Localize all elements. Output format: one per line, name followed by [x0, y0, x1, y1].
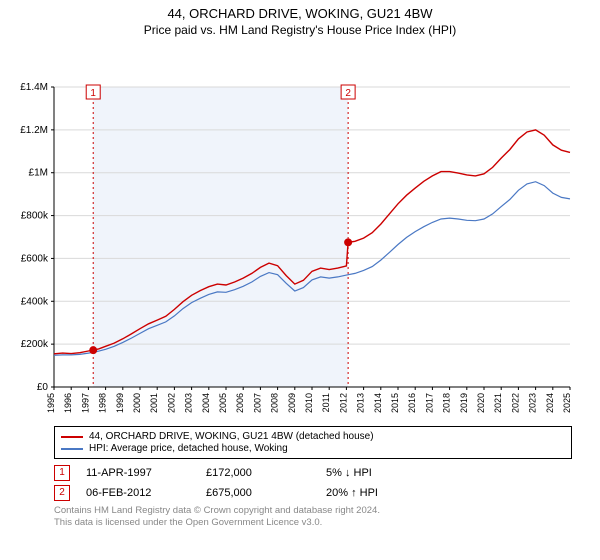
svg-text:2005: 2005: [218, 393, 228, 413]
svg-text:2019: 2019: [459, 393, 469, 413]
svg-text:2: 2: [345, 88, 351, 99]
svg-text:2001: 2001: [149, 393, 159, 413]
svg-text:£200k: £200k: [21, 339, 49, 350]
svg-text:1996: 1996: [63, 393, 73, 413]
svg-text:2012: 2012: [338, 393, 348, 413]
svg-text:2000: 2000: [132, 393, 142, 413]
svg-text:2015: 2015: [390, 393, 400, 413]
chart-svg: £0 £200k £400k £600k £800k £1M £1.2M £1.4M 1995 1…: [0, 37, 600, 422]
legend-item: HPI: Average price, detached house, Woki…: [61, 443, 565, 454]
title-main: 44, ORCHARD DRIVE, WOKING, GU21 4BW: [0, 6, 600, 21]
svg-text:£600k: £600k: [21, 253, 49, 264]
svg-text:1: 1: [90, 88, 96, 99]
svg-text:£1.2M: £1.2M: [20, 125, 48, 136]
svg-text:2016: 2016: [407, 393, 417, 413]
svg-text:2020: 2020: [476, 393, 486, 413]
event-badge: 2: [54, 485, 70, 501]
svg-text:2006: 2006: [235, 393, 245, 413]
titles: 44, ORCHARD DRIVE, WOKING, GU21 4BW Pric…: [0, 0, 600, 37]
svg-text:£1.4M: £1.4M: [20, 82, 48, 93]
svg-text:£400k: £400k: [21, 296, 49, 307]
svg-text:2011: 2011: [321, 393, 331, 412]
legend-swatch: [61, 448, 83, 450]
event-delta: 20% ↑ HPI: [326, 487, 378, 499]
svg-text:£1M: £1M: [29, 168, 48, 179]
svg-text:1999: 1999: [115, 393, 125, 413]
title-sub: Price paid vs. HM Land Registry's House …: [0, 23, 600, 37]
svg-text:2010: 2010: [304, 393, 314, 413]
svg-text:2022: 2022: [510, 393, 520, 413]
legend-item: 44, ORCHARD DRIVE, WOKING, GU21 4BW (det…: [61, 431, 565, 442]
event-row: 2 06-FEB-2012£675,00020% ↑ HPI: [54, 485, 572, 501]
svg-text:2007: 2007: [252, 393, 262, 413]
event-delta: 5% ↓ HPI: [326, 467, 372, 479]
event-row: 1 11-APR-1997£172,0005% ↓ HPI: [54, 465, 572, 481]
legend-label: 44, ORCHARD DRIVE, WOKING, GU21 4BW (det…: [89, 431, 374, 442]
event-date: 06-FEB-2012: [86, 487, 206, 499]
svg-text:1998: 1998: [98, 393, 108, 413]
svg-text:2009: 2009: [287, 393, 297, 413]
svg-text:2017: 2017: [424, 393, 434, 413]
svg-text:2024: 2024: [545, 393, 555, 413]
chart: £0 £200k £400k £600k £800k £1M £1.2M £1.4M 1995 1…: [0, 37, 600, 422]
container: 44, ORCHARD DRIVE, WOKING, GU21 4BW Pric…: [0, 0, 600, 530]
svg-text:2025: 2025: [562, 393, 572, 413]
legend: 44, ORCHARD DRIVE, WOKING, GU21 4BW (det…: [54, 426, 572, 459]
svg-text:2002: 2002: [166, 393, 176, 413]
event-price: £675,000: [206, 487, 326, 499]
svg-text:2003: 2003: [184, 393, 194, 413]
svg-text:£0: £0: [37, 382, 49, 393]
event-date: 11-APR-1997: [86, 467, 206, 479]
svg-text:£800k: £800k: [21, 211, 49, 222]
footer-line2: This data is licensed under the Open Gov…: [54, 517, 572, 529]
svg-text:2008: 2008: [270, 393, 280, 413]
svg-text:2004: 2004: [201, 393, 211, 413]
svg-text:2018: 2018: [442, 393, 452, 413]
svg-text:1995: 1995: [46, 393, 56, 413]
legend-label: HPI: Average price, detached house, Woki…: [89, 443, 288, 454]
events-table: 1 11-APR-1997£172,0005% ↓ HPI 2 06-FEB-2012…: [54, 465, 572, 501]
svg-text:1997: 1997: [80, 393, 90, 413]
footer: Contains HM Land Registry data © Crown c…: [54, 505, 572, 530]
svg-text:2014: 2014: [373, 393, 383, 413]
svg-text:2013: 2013: [356, 393, 366, 413]
svg-text:2023: 2023: [528, 393, 538, 413]
event-badge: 1: [54, 465, 70, 481]
legend-swatch: [61, 436, 83, 438]
event-price: £172,000: [206, 467, 326, 479]
svg-text:2021: 2021: [493, 393, 503, 413]
footer-line1: Contains HM Land Registry data © Crown c…: [54, 505, 572, 517]
